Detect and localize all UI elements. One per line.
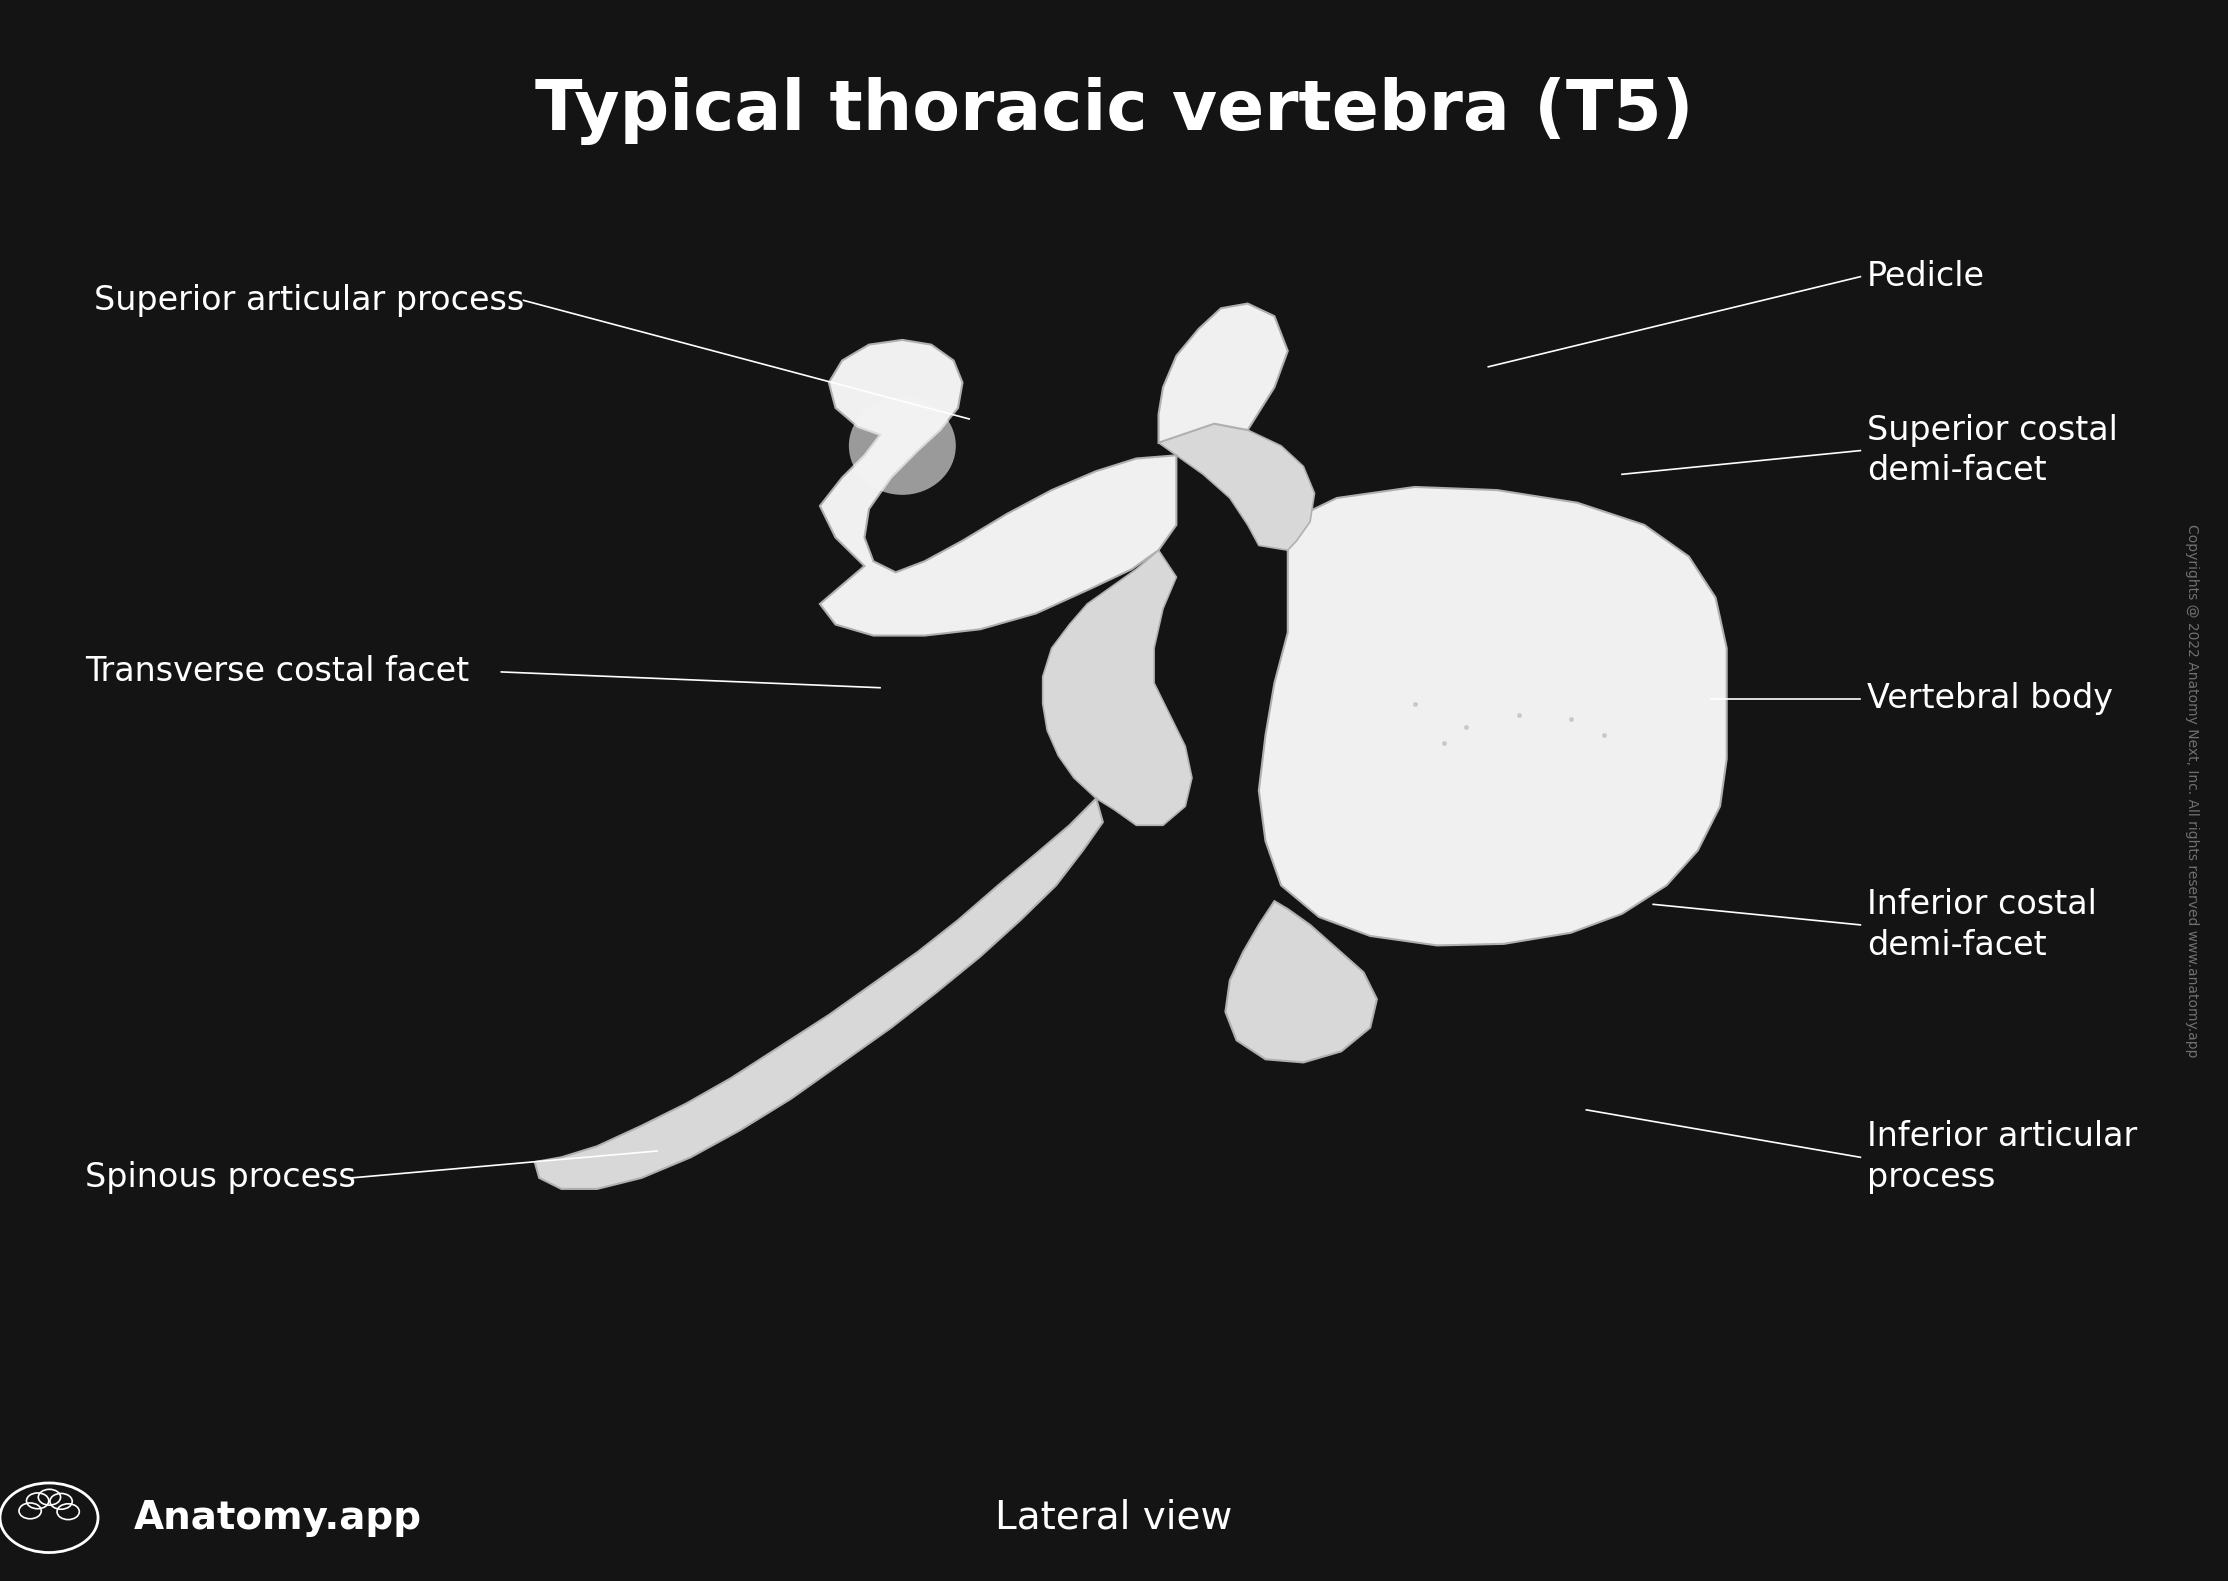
Text: Superior costal
demi-facet: Superior costal demi-facet xyxy=(1867,414,2119,487)
Text: Anatomy.app: Anatomy.app xyxy=(134,1499,421,1537)
Polygon shape xyxy=(1159,424,1315,550)
Text: Inferior articular
process: Inferior articular process xyxy=(1867,1121,2137,1194)
Ellipse shape xyxy=(849,397,956,495)
Polygon shape xyxy=(1159,304,1288,443)
Text: Vertebral body: Vertebral body xyxy=(1867,683,2112,715)
Polygon shape xyxy=(1225,901,1377,1062)
Text: Superior articular process: Superior articular process xyxy=(94,285,524,316)
Polygon shape xyxy=(1043,550,1192,825)
Polygon shape xyxy=(820,340,1176,636)
Text: Lateral view: Lateral view xyxy=(996,1499,1232,1537)
Text: Typical thoracic vertebra (T5): Typical thoracic vertebra (T5) xyxy=(535,76,1693,145)
Text: Transverse costal facet: Transverse costal facet xyxy=(85,656,468,688)
Polygon shape xyxy=(1259,487,1727,945)
Text: Spinous process: Spinous process xyxy=(85,1162,356,1194)
Text: Inferior costal
demi-facet: Inferior costal demi-facet xyxy=(1867,889,2097,961)
Text: Pedicle: Pedicle xyxy=(1867,261,1985,292)
Text: Copyrights @ 2022 Anatomy Next, Inc. All rights reserved www.anatomy.app: Copyrights @ 2022 Anatomy Next, Inc. All… xyxy=(2186,523,2199,1058)
Polygon shape xyxy=(535,798,1103,1189)
